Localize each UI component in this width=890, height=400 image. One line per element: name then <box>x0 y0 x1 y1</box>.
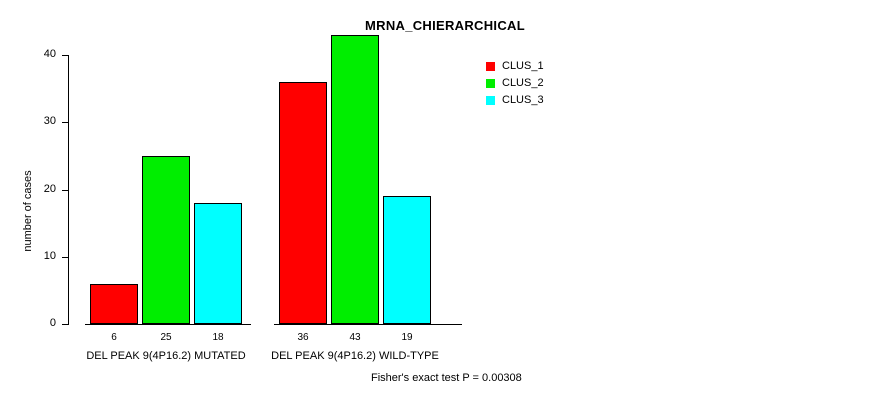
y-tick-mark <box>62 324 68 325</box>
bar[interactable] <box>194 202 242 324</box>
plot-area <box>68 34 448 324</box>
bar-value-label: 43 <box>349 332 361 343</box>
legend-item-label: CLUS_3 <box>502 94 544 106</box>
x-axis-line-group-2 <box>274 324 462 325</box>
y-tick-label: 0 <box>49 317 56 329</box>
legend-item-label: CLUS_2 <box>502 77 544 89</box>
y-tick-mark <box>62 122 68 124</box>
bar[interactable] <box>142 155 190 324</box>
bar[interactable] <box>383 196 431 324</box>
group-label: DEL PEAK 9(4P16.2) WILD-TYPE <box>271 350 439 362</box>
x-axis-line-group-1 <box>85 324 251 325</box>
legend-item[interactable]: CLUS_2 <box>486 75 606 91</box>
y-axis-line <box>68 55 69 325</box>
y-tick-mark <box>62 256 68 258</box>
bar-value-label: 6 <box>111 332 117 343</box>
legend-swatch-icon <box>486 95 495 105</box>
legend: CLUS_1 CLUS_2 CLUS_3 <box>486 58 606 109</box>
legend-swatch-icon <box>486 61 495 71</box>
chart-title: MRNA_CHIERARCHICAL <box>365 18 525 33</box>
y-tick-label: 30 <box>43 115 56 128</box>
legend-item[interactable]: CLUS_1 <box>486 58 606 74</box>
bar-value-label: 19 <box>401 332 413 343</box>
bar-value-label: 18 <box>212 332 224 343</box>
bars-layer <box>68 34 448 324</box>
bar[interactable] <box>331 34 379 324</box>
bar-value-label: 36 <box>297 332 309 343</box>
bar-value-label: 25 <box>160 332 172 343</box>
legend-item-label: CLUS_1 <box>502 60 544 72</box>
y-tick-mark <box>62 55 68 56</box>
legend-item[interactable]: CLUS_3 <box>486 92 606 108</box>
legend-swatch-icon <box>486 78 495 88</box>
y-tick-label: 20 <box>43 182 56 195</box>
group-label: DEL PEAK 9(4P16.2) MUTATED <box>86 350 246 362</box>
bar[interactable] <box>90 283 138 324</box>
y-tick-mark <box>62 189 68 191</box>
y-tick-label: 40 <box>43 48 56 60</box>
bar[interactable] <box>279 81 327 324</box>
y-tick-label: 10 <box>43 249 56 262</box>
footnote-text: Fisher's exact test P = 0.00308 <box>371 372 522 384</box>
